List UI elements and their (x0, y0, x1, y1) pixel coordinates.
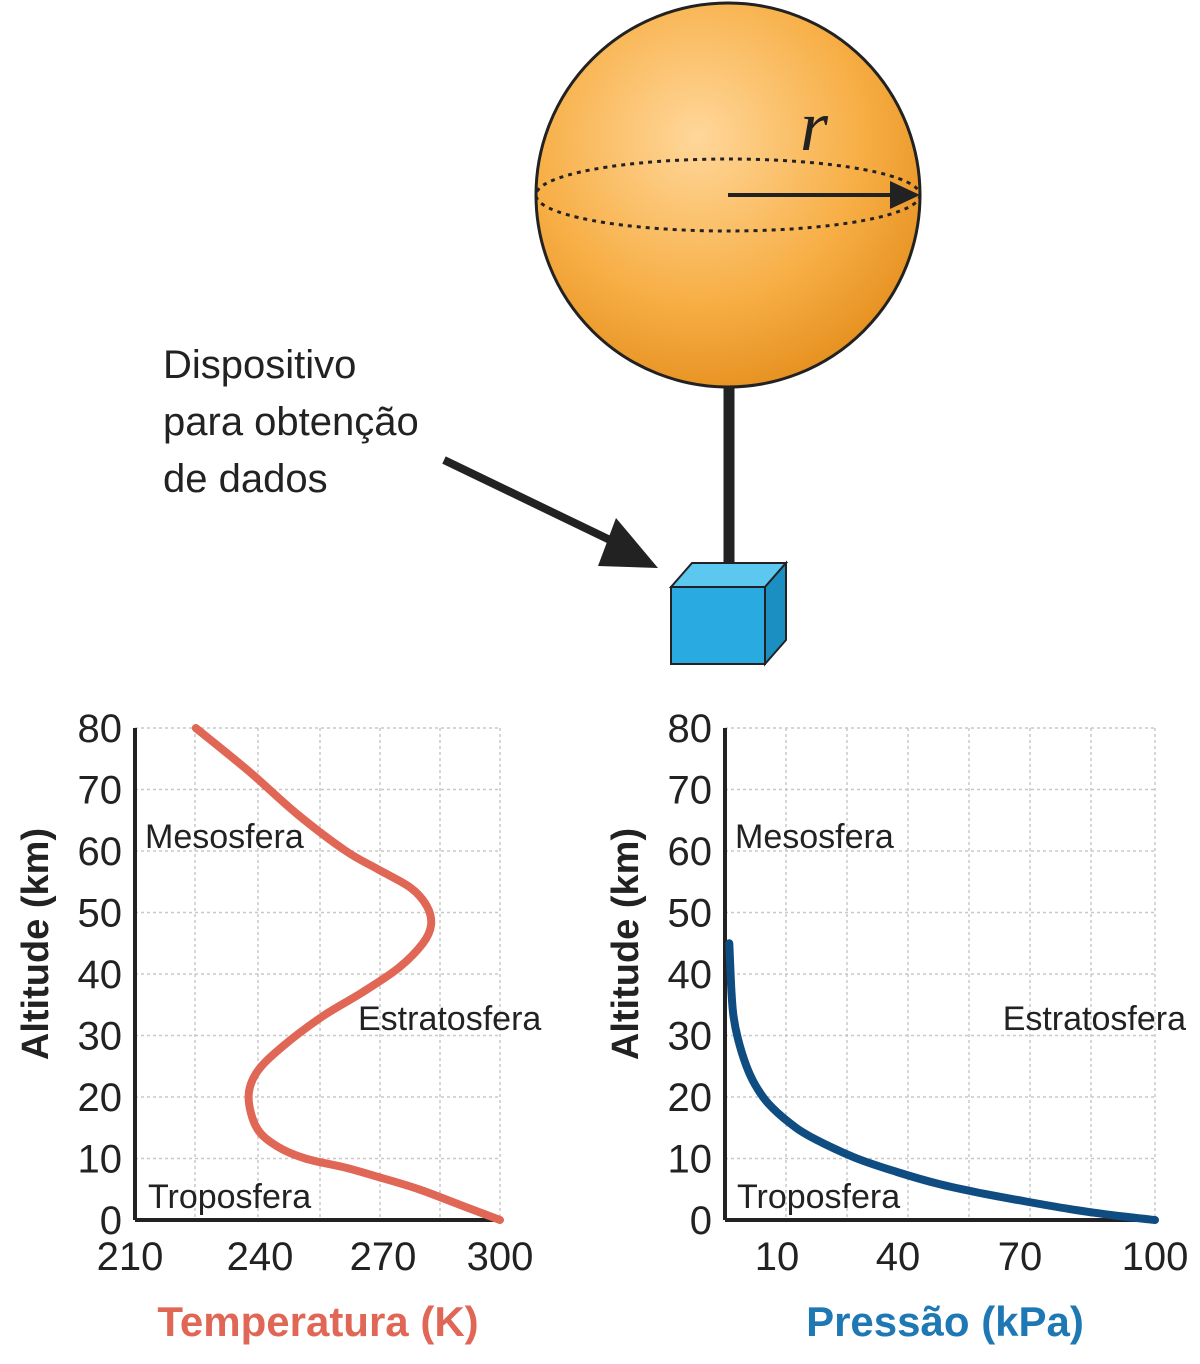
series-line (725, 939, 1159, 1224)
y-axis-title: Altitude (km) (605, 828, 647, 1060)
caption-pointer-arrow (442, 456, 612, 544)
y-tick-label: 80 (668, 707, 713, 751)
device-caption-line-1: Dispositivo (163, 343, 356, 387)
stratosphere-label: Estratosfera (358, 1000, 541, 1038)
y-tick-label: 20 (78, 1076, 123, 1120)
y-tick-label: 10 (668, 1138, 713, 1182)
y-tick-label: 0 (690, 1199, 712, 1243)
device-caption: Dispositivo para obtenção de dados (163, 343, 419, 501)
x-tick-label: 100 (1122, 1235, 1189, 1279)
radius-label: r (800, 86, 829, 166)
y-tick-label: 70 (668, 769, 713, 813)
y-tick-label: 40 (78, 953, 123, 997)
temperature-chart: 0 10 20 30 40 50 60 70 80 210 240 270 300 Altitude (k… (15, 707, 541, 1345)
y-tick-label: 20 (668, 1076, 713, 1120)
y-tick-label: 70 (78, 769, 123, 813)
series-line (191, 724, 504, 1224)
radius-arrowhead (890, 181, 920, 209)
y-tick-label: 0 (100, 1199, 122, 1243)
y-tick-label: 60 (668, 830, 713, 874)
data-device (668, 560, 789, 667)
troposphere-label: Troposfera (737, 1178, 900, 1216)
device-front-face (670, 586, 766, 665)
x-tick-label: 40 (876, 1235, 921, 1279)
mesosphere-label: Mesosfera (145, 818, 304, 856)
y-tick-label: 40 (668, 953, 713, 997)
y-tick-label: 10 (78, 1138, 123, 1182)
x-tick-label: 270 (350, 1235, 417, 1279)
x-tick-label: 300 (467, 1235, 534, 1279)
device-caption-line-3: de dados (163, 457, 328, 501)
troposphere-label: Troposfera (148, 1178, 311, 1216)
y-tick-label: 80 (78, 707, 123, 751)
y-tick-label: 50 (668, 892, 713, 936)
x-tick-label: 240 (227, 1235, 294, 1279)
x-tick-label: 70 (998, 1235, 1043, 1279)
caption-pointer-arrowhead (598, 518, 658, 568)
pressure-chart: 0 10 20 30 40 50 60 70 80 10 40 70 100 Altitude (km) P… (605, 707, 1188, 1345)
x-axis-title: Pressão (kPa) (806, 1298, 1084, 1345)
y-tick-label: 60 (78, 830, 123, 874)
y-tick-label: 30 (78, 1015, 123, 1059)
x-tick-label: 210 (97, 1235, 164, 1279)
device-caption-line-2: para obtenção (163, 400, 419, 444)
stratosphere-label: Estratosfera (1003, 1000, 1186, 1038)
y-tick-label: 30 (668, 1015, 713, 1059)
x-axis-title: Temperatura (K) (157, 1298, 478, 1345)
y-axis-title: Altitude (km) (15, 828, 57, 1060)
mesosphere-label: Mesosfera (735, 818, 894, 856)
x-tick-label: 10 (755, 1235, 800, 1279)
balloon: r (534, 1, 922, 389)
y-tick-label: 50 (78, 892, 123, 936)
